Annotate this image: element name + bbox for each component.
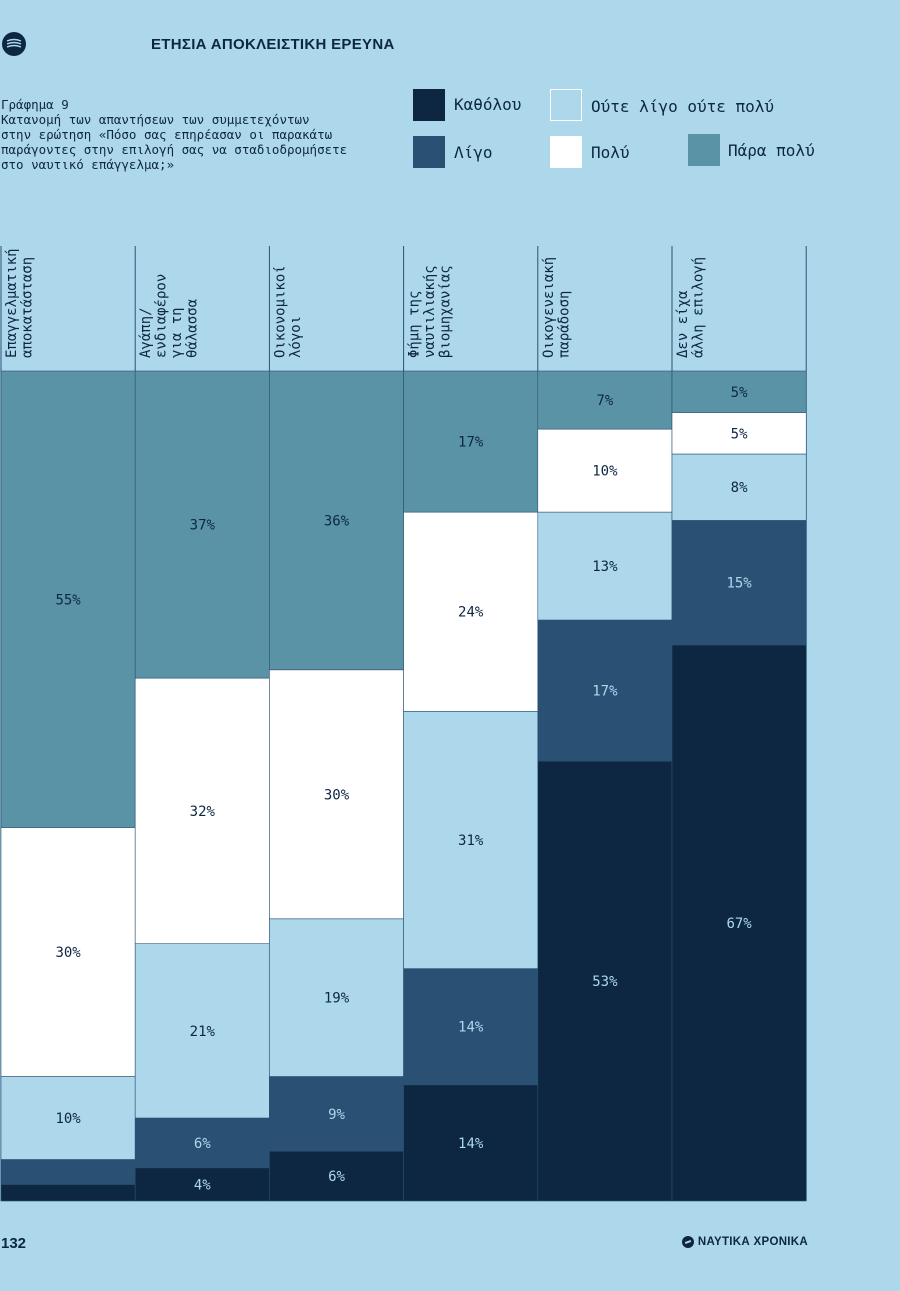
bar-segment xyxy=(0,1159,136,1185)
figure-caption: Γράφημα 9 Κατανομή των απαντήσεων των συ… xyxy=(1,97,391,172)
category-label: Οικονομικοίλόγοι xyxy=(272,265,304,358)
data-label: 67% xyxy=(726,916,752,932)
category-label-text: Δεν είχαάλλη επιλογή xyxy=(675,257,707,358)
legend-swatch xyxy=(688,134,720,166)
data-label: 24% xyxy=(458,605,484,621)
bar-segment xyxy=(537,511,673,621)
category-label-text: Φήμη τηςναυτιλιακήςβιομηχανίας xyxy=(407,265,454,358)
legend-swatch xyxy=(413,136,445,168)
bar-segment xyxy=(0,370,136,828)
page-title: ΕΤΗΣΙΑ ΑΠΟΚΛΕΙΣΤΙΚΗ ΕΡΕΥΝΑ xyxy=(151,36,395,53)
bar-segment xyxy=(403,710,539,969)
bar-segment xyxy=(0,1076,136,1160)
data-label: 6% xyxy=(328,1169,345,1185)
data-label: 10% xyxy=(592,464,618,480)
data-label: 14% xyxy=(458,1020,484,1036)
bar-segment xyxy=(537,760,673,1202)
data-label: 13% xyxy=(592,559,618,575)
category-label-text: Οικονομικοίλόγοι xyxy=(272,265,304,358)
category-label: Επαγγελματικήαποκατάσταση xyxy=(4,248,36,358)
category-label: Οικογενειακήπαράδοση xyxy=(541,257,573,358)
data-label: 9% xyxy=(328,1107,345,1123)
page-number: 132 xyxy=(1,1235,27,1252)
data-label: 31% xyxy=(458,833,484,849)
legend-swatch xyxy=(550,136,582,168)
figure-label: Γράφημα 9 xyxy=(1,97,69,112)
category-label-text: Οικογενειακήπαράδοση xyxy=(541,257,573,358)
brand-name: ΝΑΥΤΙΚΑ ΧΡΟΝΙΚΑ xyxy=(697,1236,808,1248)
data-label: 32% xyxy=(190,804,216,820)
bar-segment xyxy=(403,370,539,513)
bar-segment xyxy=(403,511,539,712)
data-label: 30% xyxy=(324,787,350,803)
data-label: 7% xyxy=(596,393,613,409)
category-label-text: Αγάπη/ενδιαφέρονγια τηθάλασσα xyxy=(138,274,201,358)
category-label: Αγάπη/ενδιαφέρονγια τηθάλασσα xyxy=(138,274,201,358)
bar-segment xyxy=(403,1084,539,1202)
legend-label: Πολύ xyxy=(591,143,630,162)
bar-segment xyxy=(671,520,807,646)
figure-description: Κατανομή των απαντήσεων των συμμετεχόντω… xyxy=(1,112,348,172)
bar-segment xyxy=(269,669,404,920)
data-label: 53% xyxy=(592,974,618,990)
bar-segment xyxy=(537,370,673,430)
bar-segment xyxy=(269,370,404,671)
data-label: 15% xyxy=(726,576,752,592)
bar-segment xyxy=(134,677,270,944)
footer-brand: ΝΑΥΤΙΚΑ ΧΡΟΝΙΚΑ xyxy=(681,1236,808,1248)
legend-label: Καθόλου xyxy=(454,95,522,114)
bar-segment xyxy=(134,1117,270,1169)
data-label: 36% xyxy=(324,513,350,529)
data-label: 19% xyxy=(324,991,350,1007)
data-label: 14% xyxy=(458,1136,484,1152)
data-label: 6% xyxy=(194,1136,211,1152)
data-label: 37% xyxy=(190,518,216,534)
category-label: Φήμη τηςναυτιλιακήςβιομηχανίας xyxy=(407,265,454,358)
bar-segment xyxy=(0,1184,136,1202)
data-label: 4% xyxy=(194,1177,211,1193)
bar-segment xyxy=(269,1150,404,1202)
legend-label: Ούτε λίγο ούτε πολύ xyxy=(591,97,775,116)
ship-wave-logo-icon xyxy=(681,1236,694,1248)
category-label: Δεν είχαάλλη επιλογή xyxy=(675,257,707,358)
bar-segment xyxy=(671,412,807,455)
bar-segment xyxy=(537,619,673,762)
legend-swatch xyxy=(550,89,582,121)
data-label: 10% xyxy=(55,1111,81,1127)
data-label: 5% xyxy=(731,426,748,442)
bar-segment xyxy=(671,453,807,521)
bar-segment xyxy=(134,943,270,1119)
data-label: 8% xyxy=(731,480,748,496)
bar-segment xyxy=(671,644,807,1202)
bar-segment xyxy=(0,827,136,1077)
data-label: 30% xyxy=(55,945,81,961)
bar-segment xyxy=(134,370,270,679)
data-label: 55% xyxy=(55,592,81,608)
bar-segment xyxy=(134,1167,270,1202)
category-label-text: Επαγγελματικήαποκατάσταση xyxy=(4,248,36,358)
bar-segment xyxy=(671,370,807,413)
legend-label: Πάρα πολύ xyxy=(728,141,815,160)
data-label: 5% xyxy=(731,385,748,401)
data-label: 17% xyxy=(458,435,484,451)
legend-label: Λίγο xyxy=(454,143,493,162)
legend-swatch xyxy=(413,89,445,121)
ship-wave-logo-icon xyxy=(2,32,26,56)
data-label: 21% xyxy=(190,1024,216,1040)
data-label: 17% xyxy=(592,684,618,700)
